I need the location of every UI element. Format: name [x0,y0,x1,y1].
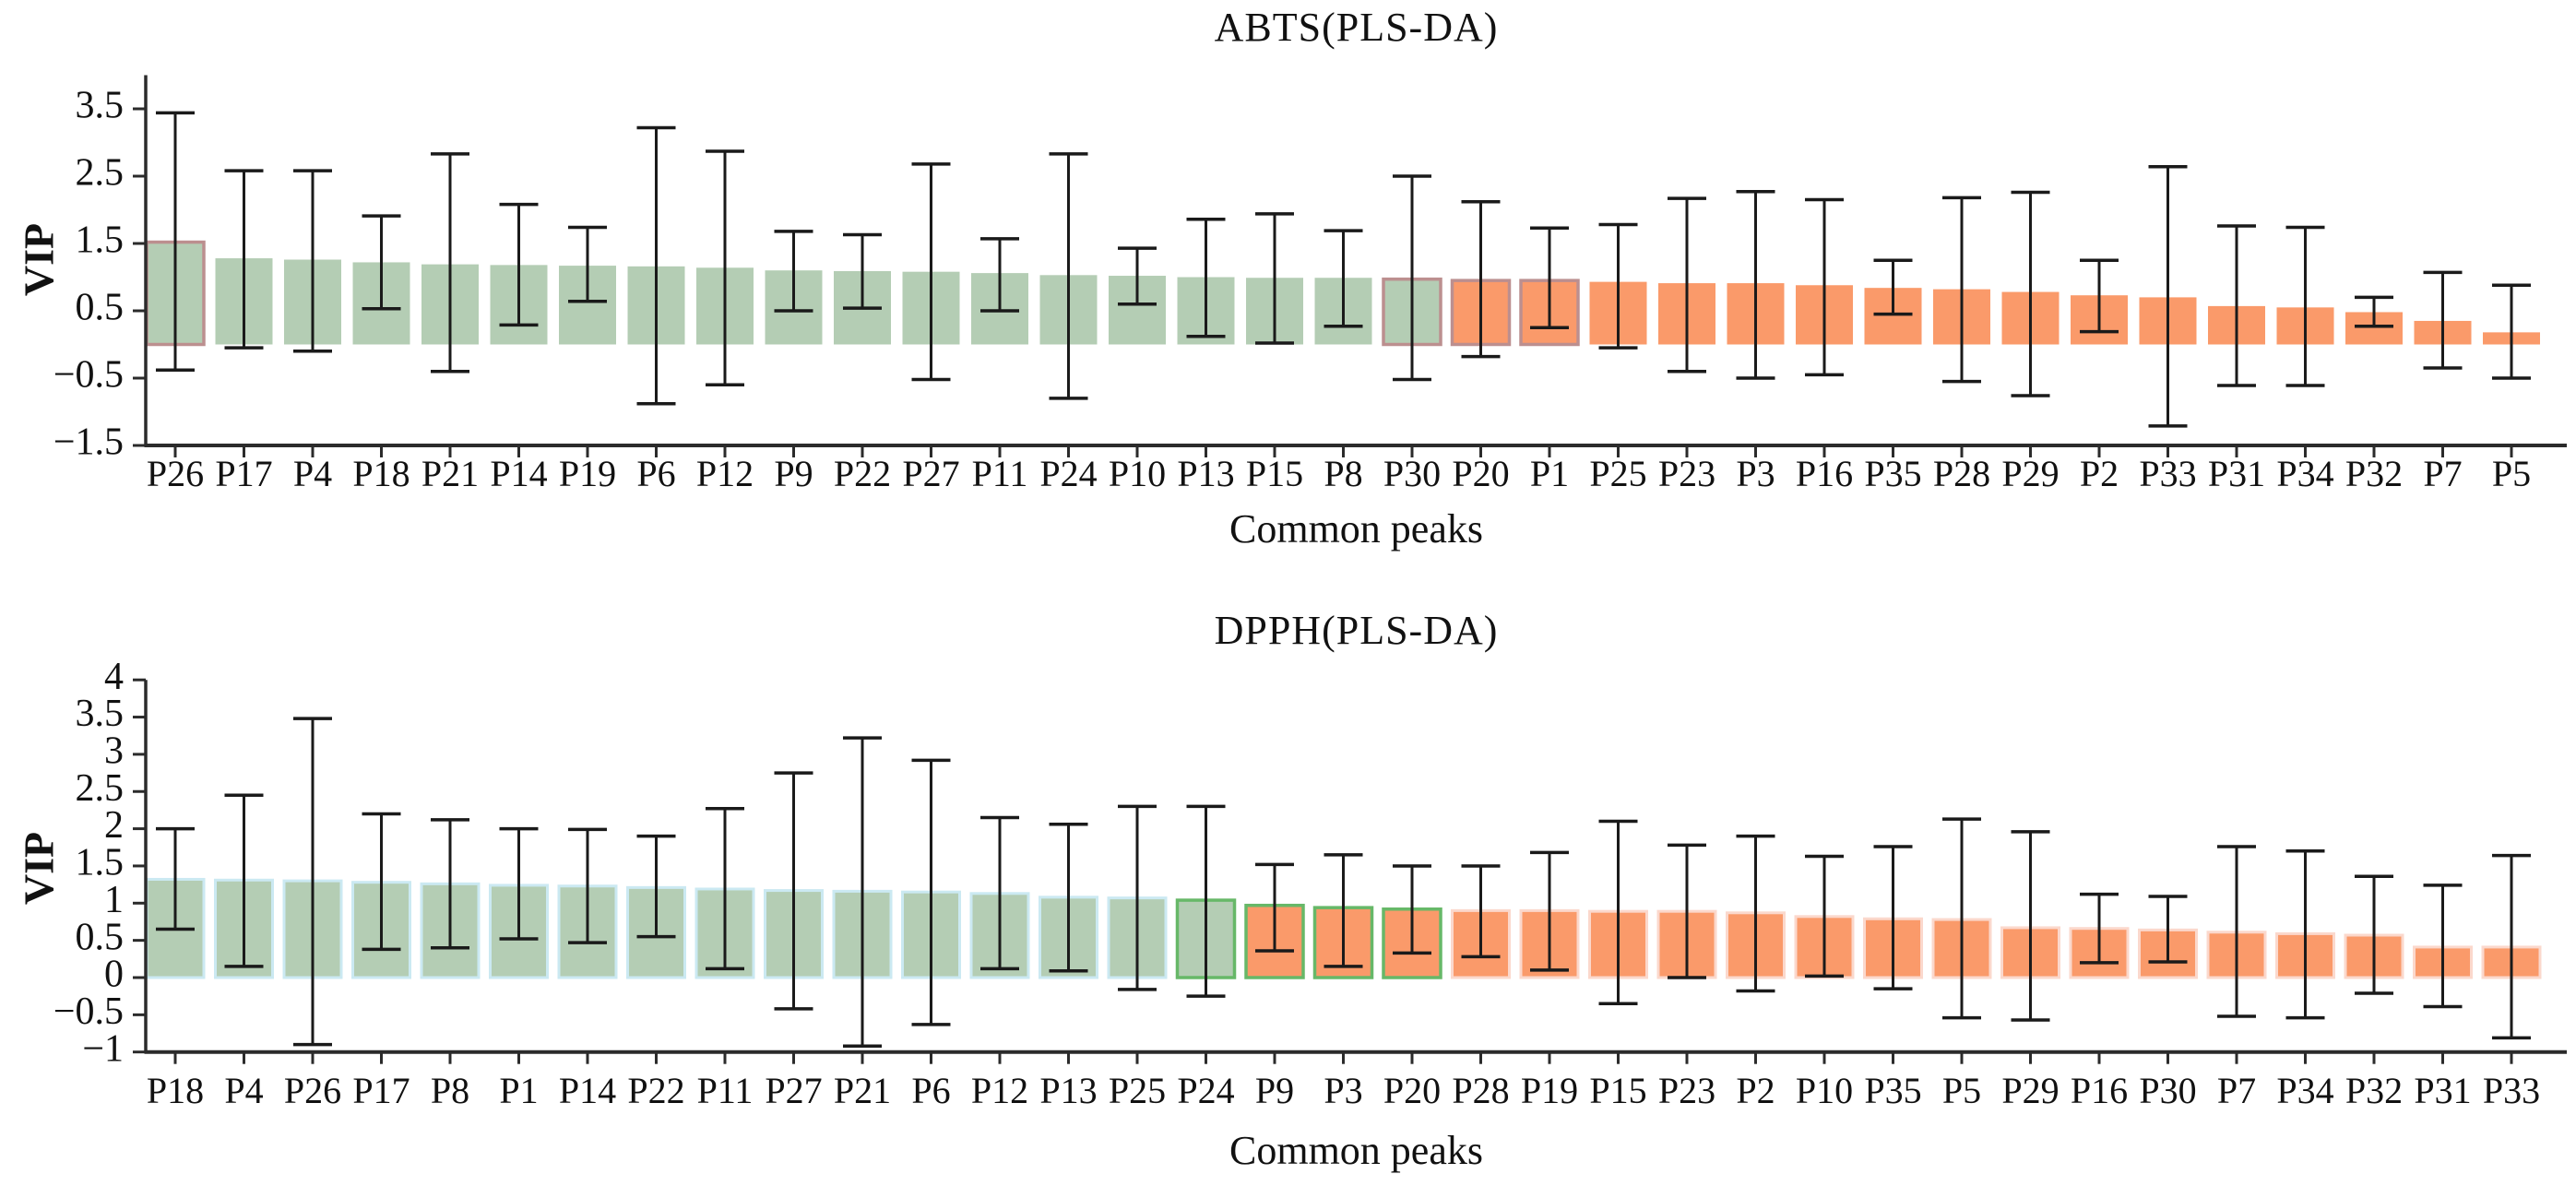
x-category-label: P13 [1177,453,1234,494]
y-tick-label: −0.5 [53,990,124,1033]
x-category-label: P27 [902,453,959,494]
x-category-label: P32 [2345,1070,2403,1111]
x-category-label: P34 [2276,1070,2333,1111]
y-tick-label: 3.5 [76,85,125,127]
y-tick-label: 2 [104,804,124,847]
x-category-label: P31 [2208,453,2265,494]
x-category-label: P1 [499,1070,538,1111]
x-category-label: P30 [2139,1070,2196,1111]
x-category-label: P15 [1589,1070,1646,1111]
x-category-label: P1 [1530,453,1569,494]
x-category-label: P7 [2217,1070,2256,1111]
x-category-label: P5 [2492,453,2531,494]
y-tick-label: 3 [104,730,124,773]
xaxis-caption-dpph: Common peaks [1229,1128,1483,1173]
x-category-label: P16 [1796,453,1853,494]
x-category-label: P23 [1658,453,1715,494]
x-category-label: P18 [352,453,410,494]
y-tick-label: 1.5 [76,842,125,884]
x-category-label: P22 [834,453,891,494]
x-category-label: P9 [774,453,813,494]
x-category-label: P8 [431,1070,469,1111]
x-category-label: P2 [1736,1070,1775,1111]
y-tick-label: 0.5 [76,916,125,958]
x-category-label: P27 [765,1070,822,1111]
abts-title: ABTS(PLS-DA) [1214,5,1499,50]
y-tick-label: −0.5 [53,354,124,397]
x-category-label: P11 [972,453,1028,494]
y-tick-label: 4 [104,656,124,698]
x-category-label: P26 [147,453,204,494]
x-category-label: P20 [1452,453,1509,494]
x-category-label: P24 [1039,453,1097,494]
x-category-label: P15 [1246,453,1303,494]
x-category-label: P28 [1452,1070,1509,1111]
x-category-label: P6 [636,453,675,494]
x-category-label: P17 [352,1070,410,1111]
x-category-label: P10 [1796,1070,1853,1111]
x-category-label: P17 [215,453,272,494]
x-category-label: P26 [284,1070,341,1111]
y-tick-label: −1 [82,1027,124,1070]
x-category-label: P3 [1324,1070,1362,1111]
x-category-label: P33 [2139,453,2196,494]
x-category-label: P34 [2276,453,2333,494]
x-category-label: P7 [2423,453,2462,494]
x-category-label: P19 [559,453,616,494]
x-category-label: P21 [834,1070,891,1111]
x-category-label: P30 [1383,453,1441,494]
x-category-label: P25 [1589,453,1646,494]
x-category-label: P12 [696,453,754,494]
x-category-label: P33 [2483,1070,2540,1111]
x-category-label: P22 [627,1070,684,1111]
x-category-label: P24 [1177,1070,1234,1111]
y-tick-label: 0 [104,954,124,996]
x-category-label: P4 [224,1070,263,1111]
x-category-label: P2 [2080,453,2119,494]
dpph-title: DPPH(PLS-DA) [1214,608,1499,653]
x-category-label: P4 [293,453,332,494]
y-tick-label: 1 [104,879,124,921]
x-category-label: P25 [1109,1070,1166,1111]
y-tick-label: 2.5 [76,152,125,195]
x-category-label: P3 [1736,453,1775,494]
vip-axis-label-dpph: VIP [15,831,63,906]
xaxis-caption-abts: Common peaks [1229,506,1483,551]
x-category-label: P16 [2071,1070,2128,1111]
x-category-label: P8 [1324,453,1362,494]
x-category-label: P28 [1933,453,1990,494]
x-category-label: P10 [1109,453,1166,494]
x-category-label: P23 [1658,1070,1715,1111]
x-category-label: P9 [1255,1070,1294,1111]
x-category-label: P19 [1521,1070,1578,1111]
x-category-label: P20 [1383,1070,1441,1111]
x-category-label: P14 [559,1070,616,1111]
y-tick-label: 3.5 [76,693,125,735]
y-tick-label: 2.5 [76,767,125,810]
x-category-label: P29 [2001,453,2059,494]
y-tick-label: 0.5 [76,287,125,329]
x-category-label: P12 [971,1070,1028,1111]
y-tick-label: 1.5 [76,219,125,262]
y-tick-label: −1.5 [53,421,124,464]
x-category-label: P6 [911,1070,950,1111]
x-category-label: P31 [2414,1070,2471,1111]
x-category-label: P14 [490,453,547,494]
x-category-label: P35 [1864,453,1921,494]
x-category-label: P29 [2001,1070,2059,1111]
x-category-label: P21 [421,453,479,494]
x-category-label: P35 [1864,1070,1921,1111]
x-category-label: P32 [2345,453,2403,494]
x-category-label: P11 [697,1070,754,1111]
x-category-label: P5 [1942,1070,1981,1111]
x-category-label: P13 [1039,1070,1097,1111]
x-category-label: P18 [147,1070,204,1111]
